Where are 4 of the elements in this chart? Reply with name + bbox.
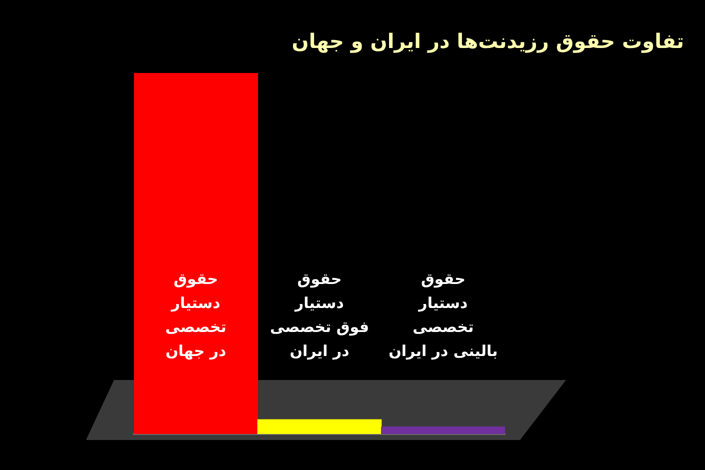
x-tick-label: حقوق دستیار تخصصی بالینی در ایران — [388, 270, 498, 360]
x-tick-label: حقوق دستیار فوق تخصصی در ایران — [270, 270, 370, 360]
x-tick-label: حقوق دستیار تخصصی در جهان — [165, 270, 226, 360]
chart-title: تفاوت حقوق رزیدنت‌ها در ایران و جهان — [292, 29, 684, 54]
